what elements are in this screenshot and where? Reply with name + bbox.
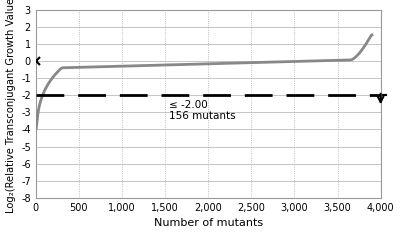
X-axis label: Number of mutants: Number of mutants — [154, 219, 263, 228]
Y-axis label: Log₂(Relative Transconjugant Growth Value): Log₂(Relative Transconjugant Growth Valu… — [6, 0, 16, 213]
Text: ≤ -2.00
156 mutants: ≤ -2.00 156 mutants — [169, 99, 236, 121]
